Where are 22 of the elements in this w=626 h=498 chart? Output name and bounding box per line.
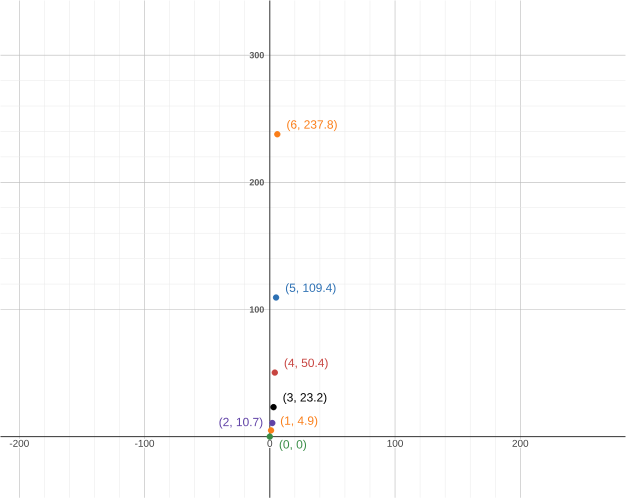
point [269, 420, 276, 426]
point [272, 294, 280, 301]
data-label: (4, 50.4) [284, 358, 328, 370]
point [268, 427, 274, 434]
x-tick-label: -200 [10, 440, 29, 447]
y-tick-label: 100 [250, 306, 264, 313]
point [272, 369, 278, 376]
y-tick-label: 300 [250, 52, 264, 58]
data-label: (3, 23.2) [283, 392, 326, 404]
data-label: (1, 4.9) [280, 416, 318, 428]
data-label: (5, 109.4) [286, 283, 336, 294]
x-tick-label: 100 [388, 440, 403, 447]
data-label: (2, 10.7) [219, 417, 262, 429]
point [274, 130, 280, 138]
x-tick-label: 0 [267, 440, 272, 447]
point [266, 433, 273, 440]
y-tick-label: 200 [250, 179, 264, 186]
x-tick-label: -100 [135, 440, 154, 447]
data-label: (6, 237.8) [287, 120, 337, 131]
data-label: (0, 0) [280, 440, 306, 451]
x-tick-label: 200 [512, 440, 528, 447]
point [270, 404, 277, 410]
